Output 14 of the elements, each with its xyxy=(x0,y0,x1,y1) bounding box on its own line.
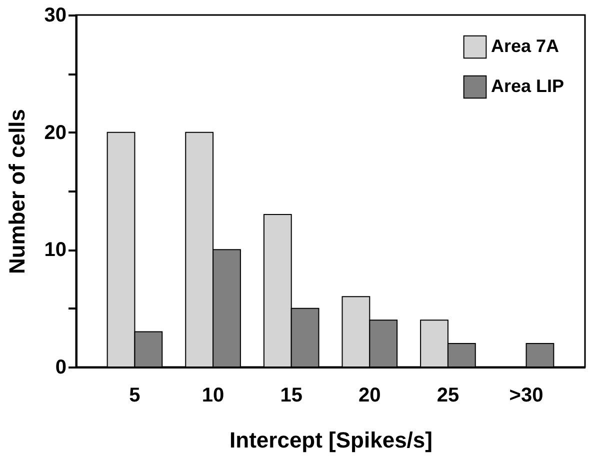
y-tick-label: 10 xyxy=(44,239,66,262)
y-tick-label: 30 xyxy=(44,4,66,26)
y-tick-label: 0 xyxy=(55,356,66,378)
x-tick-label: 15 xyxy=(280,384,302,406)
legend-label: Area 7A xyxy=(491,36,560,56)
x-tick-label: 20 xyxy=(358,384,381,406)
x-tick-label: 25 xyxy=(436,384,460,406)
x-tick-label: 5 xyxy=(129,384,140,406)
x-axis-title: Intercept [Spikes/s] xyxy=(230,428,432,452)
legend-label: Area LIP xyxy=(491,76,564,96)
y-axis-title: Number of cells xyxy=(4,108,30,274)
x-tick-label: 10 xyxy=(202,384,224,406)
y-tick-label: 20 xyxy=(44,122,66,144)
x-tick-label: >30 xyxy=(509,384,544,406)
